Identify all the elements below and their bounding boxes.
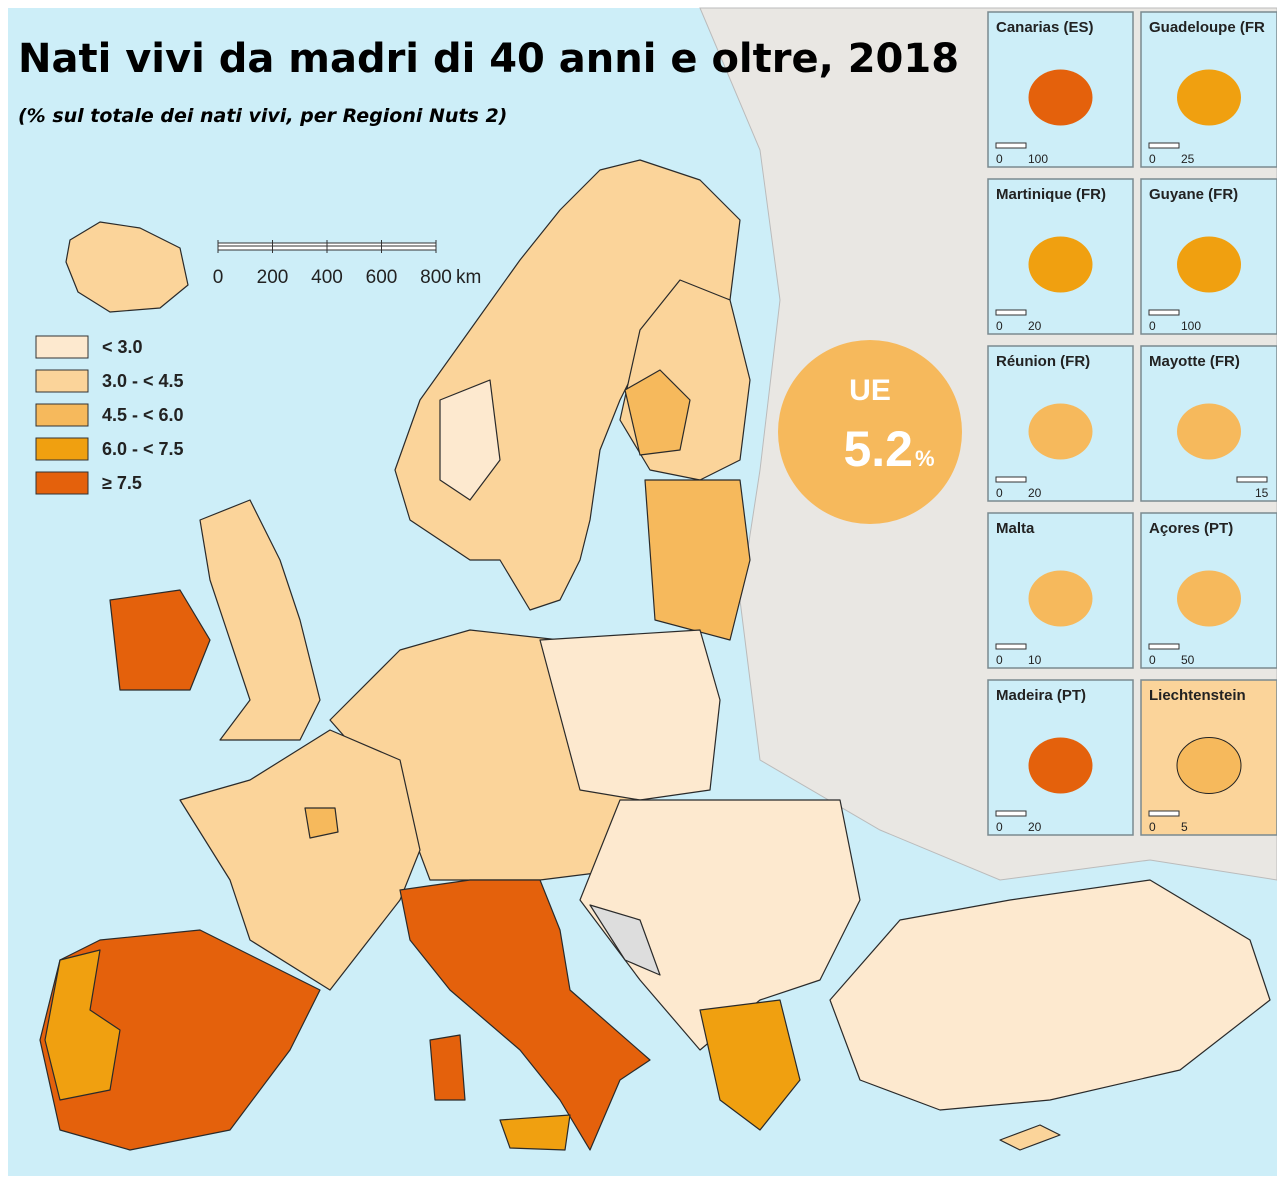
inset: Madeira (PT) 0 20 [988, 680, 1133, 835]
inset-scale-bar [1149, 310, 1179, 315]
scale-label: 600 [366, 267, 398, 288]
inset-scale-label: 0 [996, 653, 1003, 667]
legend-swatch [36, 404, 88, 426]
inset-land [1029, 237, 1093, 293]
sardinia [430, 1035, 465, 1100]
inset-title: Guyane (FR) [1149, 186, 1238, 203]
legend-swatch [36, 336, 88, 358]
inset-title: Malta [996, 520, 1035, 537]
badge-value: 5.2 [843, 421, 913, 477]
inset-land [1029, 571, 1093, 627]
inset-land [1177, 404, 1241, 460]
inset-scale-label: 0 [1149, 319, 1156, 333]
inset-scale-label: 20 [1028, 319, 1042, 333]
inset-scale-bar [996, 477, 1026, 482]
subtitle: (% sul totale dei nati vivi, per Regioni… [18, 105, 507, 127]
legend-label: 6.0 - < 7.5 [102, 439, 184, 459]
inset-scale-label: 0 [996, 152, 1003, 166]
title: Nati vivi da madri di 40 anni e oltre, 2… [18, 36, 959, 82]
inset-title: Martinique (FR) [996, 186, 1106, 203]
inset-title: Canarias (ES) [996, 19, 1094, 36]
map: Nati vivi da madri di 40 anni e oltre, 2… [0, 0, 1277, 1180]
inset-scale-label: 20 [1028, 486, 1042, 500]
inset-scale-label: 0 [996, 319, 1003, 333]
inset-scale-bar [996, 310, 1026, 315]
inset-scale-label: 100 [1181, 319, 1201, 333]
inset-title: Açores (PT) [1149, 520, 1233, 537]
inset-land [1029, 738, 1093, 794]
inset: Guadeloupe (FR 0 25 [1141, 12, 1277, 167]
scale-label: 200 [257, 267, 289, 288]
baltics [645, 480, 750, 640]
legend-swatch [36, 370, 88, 392]
inset-land [1029, 70, 1093, 126]
legend-label: < 3.0 [102, 337, 143, 357]
inset-title: Mayotte (FR) [1149, 353, 1240, 370]
inset-scale-bar [1149, 143, 1179, 148]
inset-title: Liechtenstein [1149, 687, 1246, 704]
inset-title: Madeira (PT) [996, 687, 1086, 704]
inset-scale-label: 0 [996, 486, 1003, 500]
inset-scale-bar [996, 644, 1026, 649]
scale-label: 800 [420, 267, 452, 288]
inset-scale-label: 15 [1255, 486, 1269, 500]
inset-land [1177, 237, 1241, 293]
inset-scale-label: 0 [996, 820, 1003, 834]
badge-unit: % [915, 446, 935, 471]
scale-label: 400 [311, 267, 343, 288]
inset-scale-bar [1237, 477, 1267, 482]
inset-scale-label: 25 [1181, 152, 1195, 166]
inset: Canarias (ES) 0 100 [988, 12, 1133, 167]
legend-label: ≥ 7.5 [102, 473, 142, 493]
inset: Malta 0 10 [988, 513, 1133, 668]
inset: Guyane (FR) 0 100 [1141, 179, 1277, 334]
inset: Açores (PT) 0 50 [1141, 513, 1277, 668]
inset-scale-label: 100 [1028, 152, 1048, 166]
scale-label: 0 [213, 267, 224, 288]
inset-land [1177, 571, 1241, 627]
legend-label: 4.5 - < 6.0 [102, 405, 184, 425]
region [305, 808, 338, 838]
inset-title: Guadeloupe (FR [1149, 19, 1265, 36]
inset-scale-label: 0 [1149, 653, 1156, 667]
inset-scale-bar [1149, 644, 1179, 649]
inset-land [1177, 738, 1241, 794]
inset-scale-bar [996, 143, 1026, 148]
inset-scale-label: 10 [1028, 653, 1042, 667]
inset: Réunion (FR) 0 20 [988, 346, 1133, 501]
inset-title: Réunion (FR) [996, 353, 1090, 370]
inset-scale-label: 5 [1181, 820, 1188, 834]
scale-unit: km [456, 267, 481, 288]
inset-scale-label: 50 [1181, 653, 1195, 667]
legend-label: 3.0 - < 4.5 [102, 371, 184, 391]
inset-scale-label: 0 [1149, 820, 1156, 834]
sicily [500, 1115, 570, 1150]
inset-scale-bar [996, 811, 1026, 816]
inset-scale-label: 0 [1149, 152, 1156, 166]
eu-badge: UE 5.2 % [778, 340, 962, 524]
inset: Mayotte (FR) 15 [1141, 346, 1277, 501]
inset-scale-label: 20 [1028, 820, 1042, 834]
inset: Martinique (FR) 0 20 [988, 179, 1133, 334]
inset-land [1177, 70, 1241, 126]
inset-land [1029, 404, 1093, 460]
legend-swatch [36, 472, 88, 494]
badge-label: UE [849, 374, 891, 407]
inset: Liechtenstein 0 5 [1141, 680, 1277, 835]
inset-scale-bar [1149, 811, 1179, 816]
legend-swatch [36, 438, 88, 460]
